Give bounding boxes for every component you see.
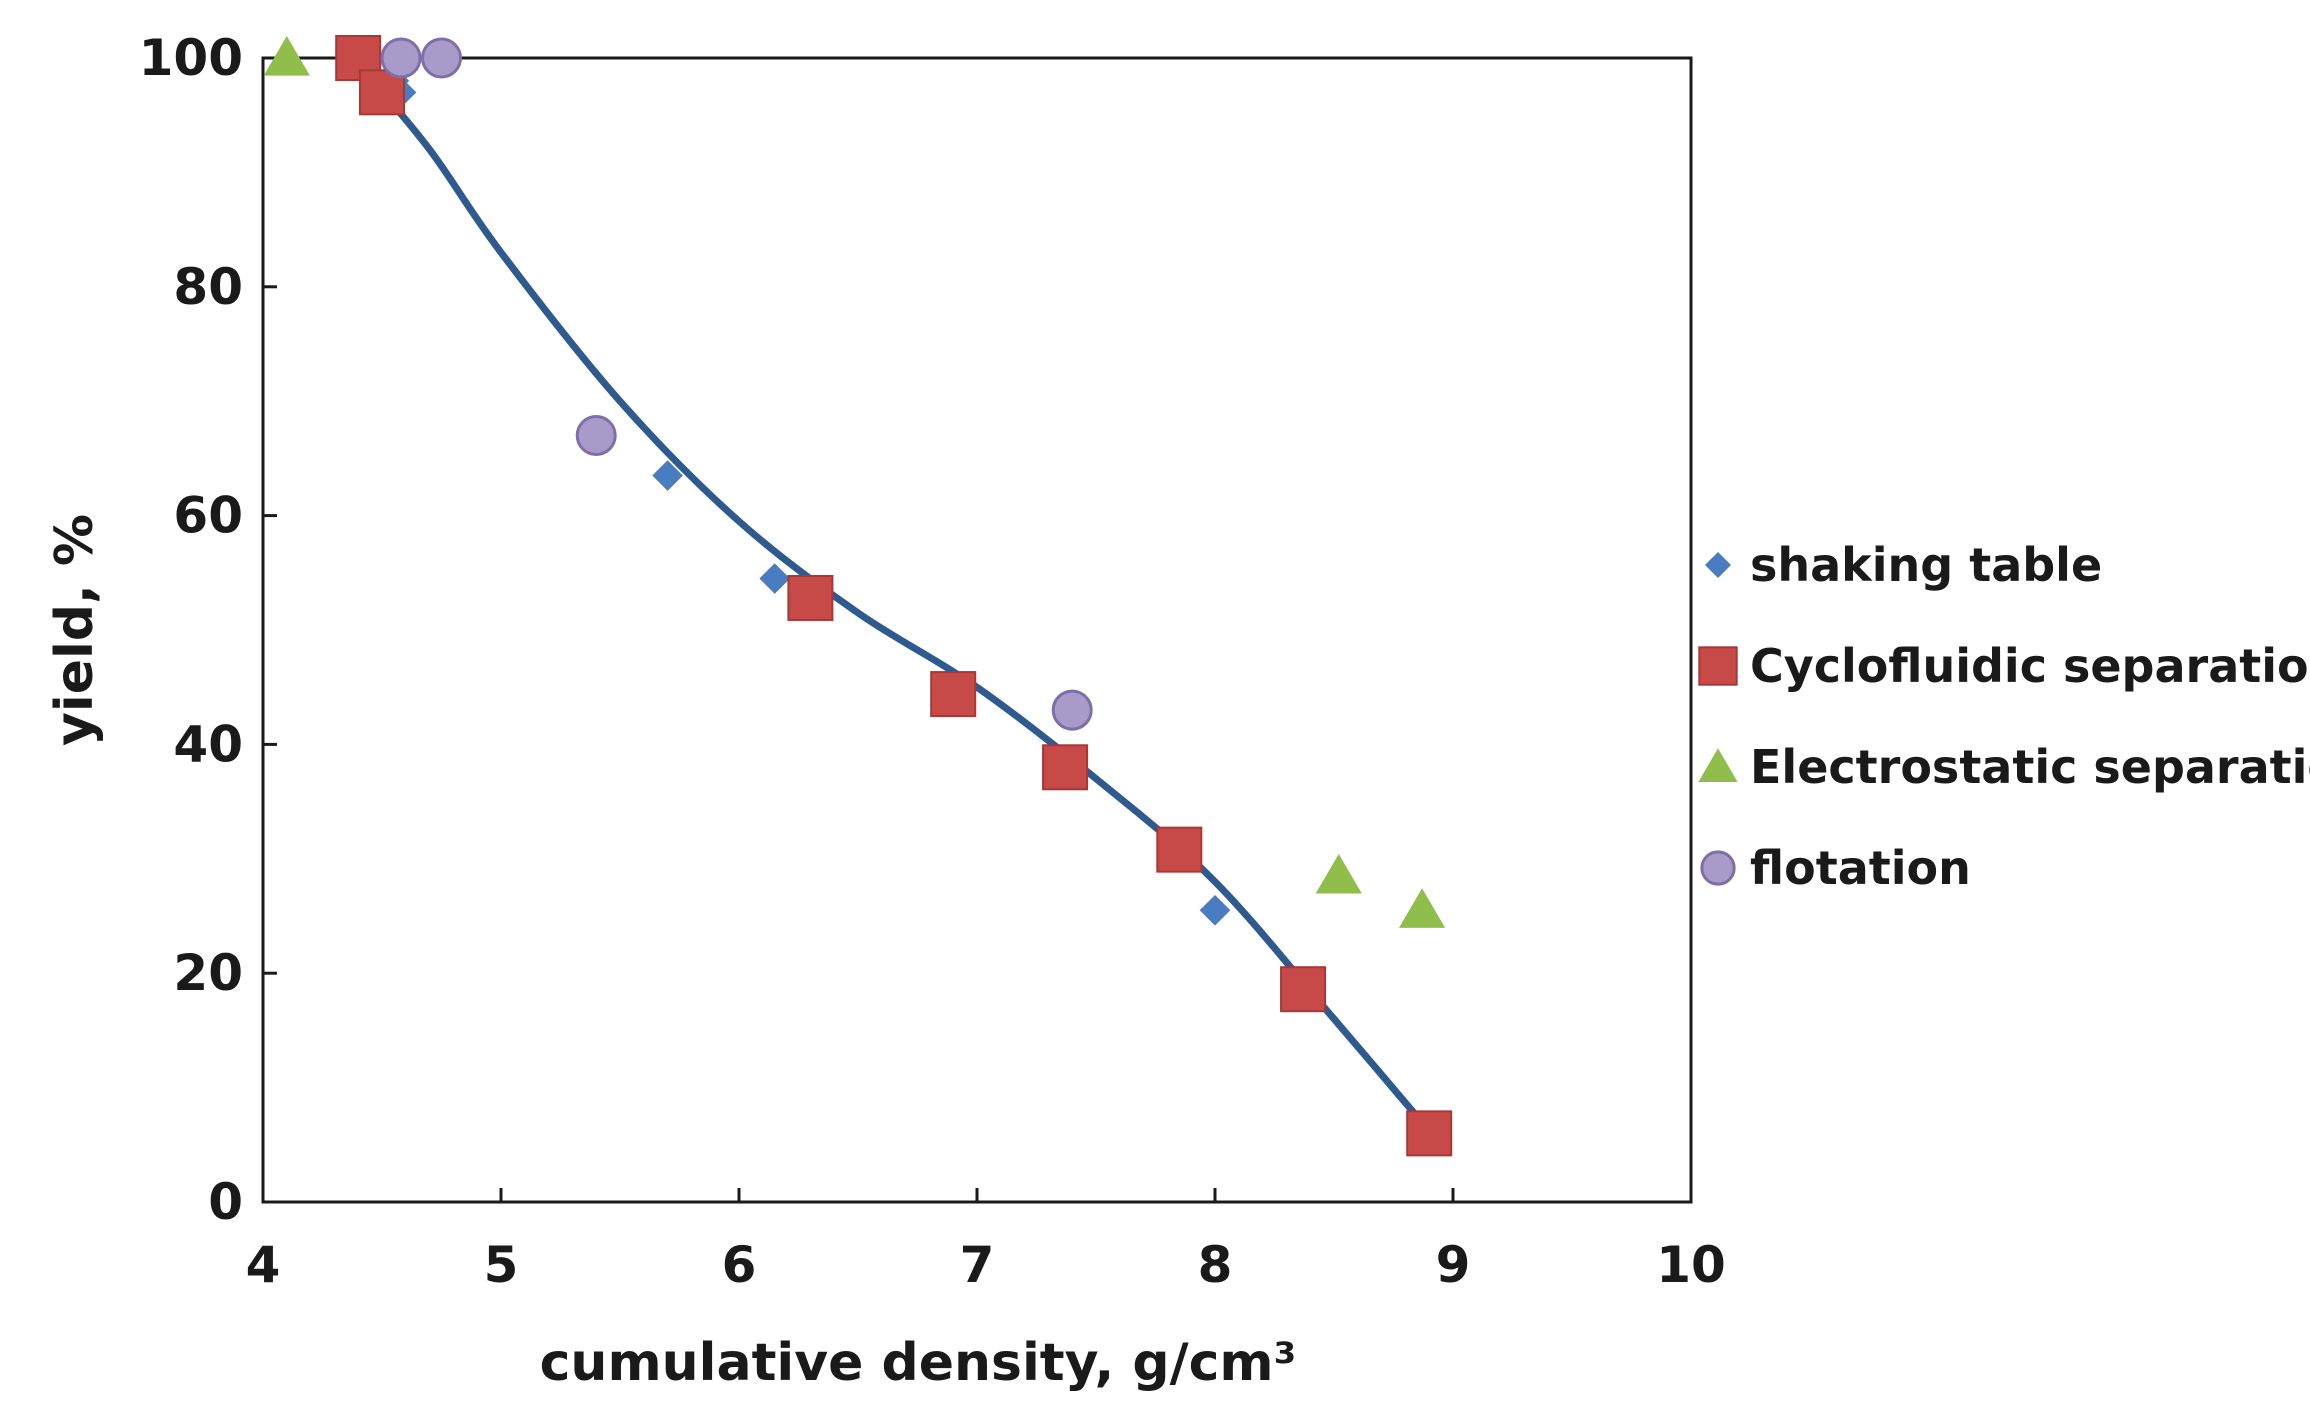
data-point <box>787 574 834 621</box>
y-axis-ticks: 0 20 40 60 80 100 <box>139 29 277 1231</box>
data-point <box>1398 888 1446 928</box>
y-tick-label: 20 <box>173 944 243 1002</box>
legend-label: Electrostatic separation <box>1750 740 2310 794</box>
x-tick-label: 8 <box>1198 1236 1233 1294</box>
legend-label: flotation <box>1750 841 1971 895</box>
y-tick-label: 0 <box>208 1173 243 1231</box>
legend-entry: shaking table <box>1704 538 2102 592</box>
legend-label: Cyclofluidic separation <box>1750 639 2310 693</box>
legend-entry: flotation <box>1700 841 1971 895</box>
data-point <box>263 36 310 76</box>
x-tick-label: 10 <box>1656 1236 1726 1294</box>
data-point <box>1042 744 1089 791</box>
legend-entry: Electrostatic separation <box>1698 740 2310 794</box>
data-point <box>930 671 977 718</box>
x-tick-label: 6 <box>722 1236 757 1294</box>
x-tick-label: 4 <box>246 1236 281 1294</box>
x-axis-title: cumulative density, g/cm³ <box>540 1333 1297 1393</box>
legend-label: shaking table <box>1750 538 2102 592</box>
y-tick-label: 40 <box>173 715 243 773</box>
trendline <box>359 65 1445 1149</box>
data-point <box>1156 826 1203 873</box>
x-tick-label: 7 <box>960 1236 995 1294</box>
legend-swatch <box>1698 646 1738 686</box>
data-markers <box>263 35 1453 1157</box>
y-axis-title: yield, % <box>45 514 105 746</box>
data-point <box>1406 1110 1453 1157</box>
x-axis-ticks: 4 5 6 7 8 9 10 <box>246 1188 1726 1294</box>
x-tick-label: 9 <box>1436 1236 1471 1294</box>
legend-entry: Cyclofluidic separation <box>1698 639 2310 693</box>
plot-frame <box>261 56 1693 1204</box>
data-point <box>1199 894 1231 926</box>
data-point <box>652 460 683 491</box>
data-point <box>1315 853 1362 894</box>
data-point <box>759 563 790 594</box>
data-point <box>575 415 617 457</box>
y-tick-label: 100 <box>139 29 243 87</box>
y-tick-label: 60 <box>173 487 243 545</box>
legend-swatch <box>1698 748 1738 782</box>
data-point <box>1280 966 1327 1013</box>
data-point <box>421 37 462 79</box>
data-point <box>1051 689 1093 731</box>
legend: shaking table Cyclofluidic separation Elec… <box>1698 538 2310 895</box>
x-tick-label: 5 <box>484 1236 519 1294</box>
legend-swatch <box>1704 551 1732 579</box>
y-tick-label: 80 <box>173 258 243 316</box>
legend-swatch <box>1700 850 1736 886</box>
data-point <box>380 37 422 79</box>
